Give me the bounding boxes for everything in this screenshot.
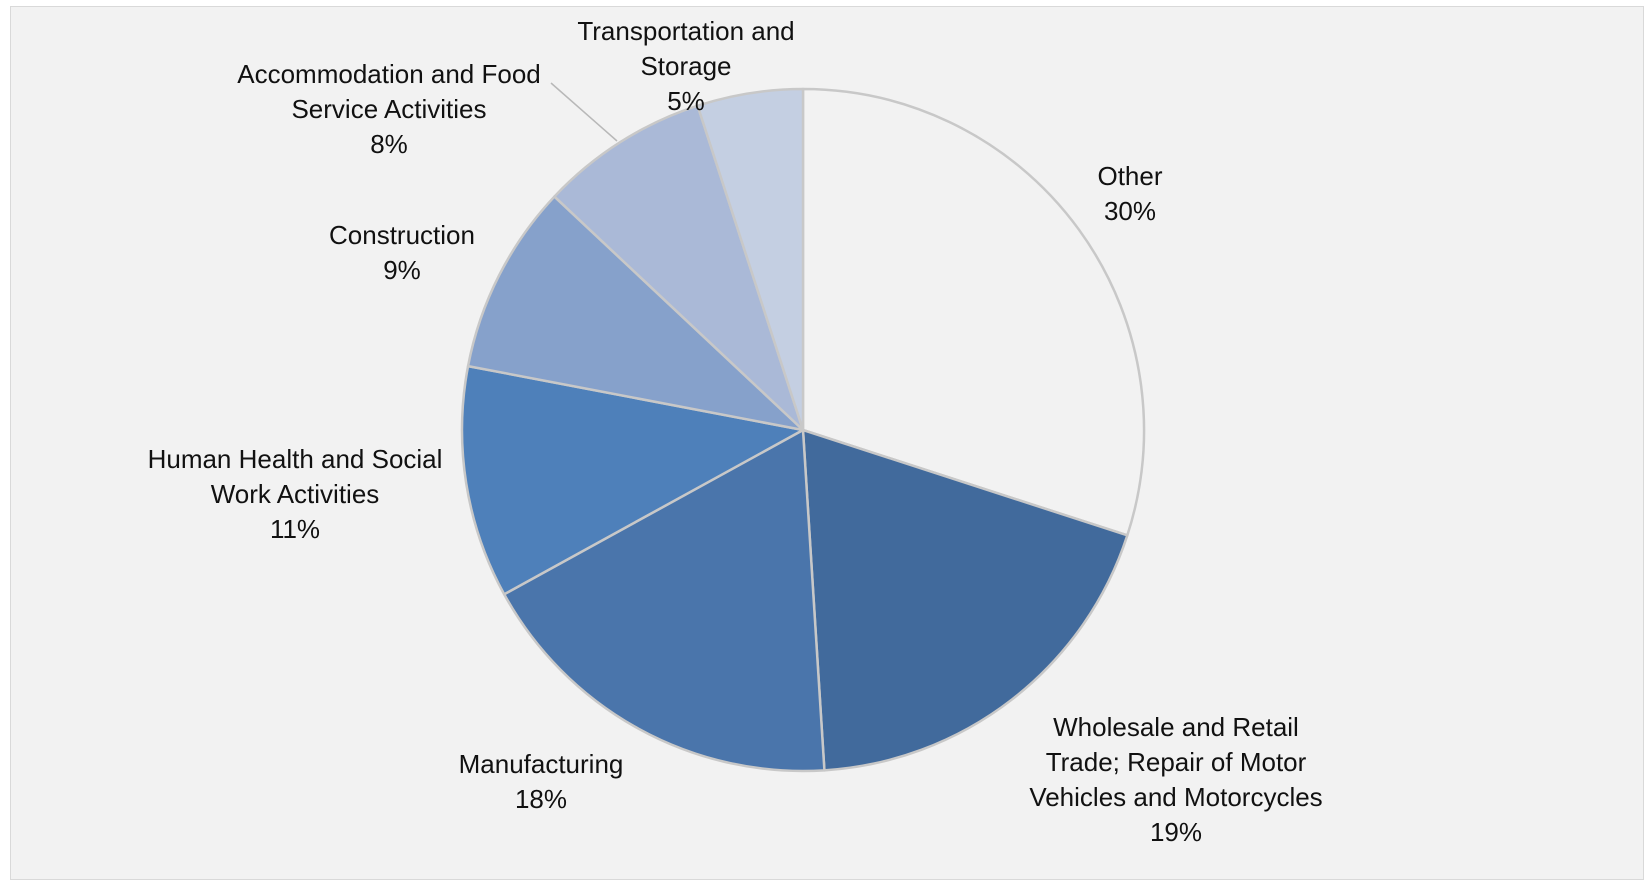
- slice-label: Wholesale and Retail Trade; Repair of Mot…: [1029, 712, 1322, 847]
- slice-name-label: Trade; Repair of Motor: [1046, 747, 1307, 777]
- slice-percent-label: 11%: [270, 514, 320, 544]
- slice-label: Construction 9%: [329, 220, 475, 285]
- slice-name-label: Other: [1097, 161, 1162, 191]
- slice-name-label: Transportation and: [577, 16, 794, 46]
- slice-percent-label: 8%: [370, 129, 408, 159]
- pie-slice: [801, 87, 1146, 537]
- pie-slice: [502, 428, 826, 773]
- slice-name-label: Accommodation and Food: [237, 59, 541, 89]
- chart-area: Other 30% Wholesale and Retail Trade; Repai…: [10, 6, 1644, 880]
- slice-label: Manufacturing 18%: [459, 749, 624, 814]
- leader-line: [550, 82, 618, 142]
- pie-slice: [460, 364, 805, 596]
- slice-label: Other 30%: [1097, 161, 1162, 226]
- slice-label: Transportation and Storage 5%: [577, 16, 794, 116]
- slice-name-label: Service Activities: [291, 94, 486, 124]
- slice-label: Accommodation and Food Service Activities…: [237, 59, 541, 159]
- slice-name-label: Vehicles and Motorcycles: [1029, 782, 1322, 812]
- slice-name-label: Wholesale and Retail: [1053, 712, 1299, 742]
- pie-slice: [553, 104, 805, 432]
- slice-label: Human Health and Social Work Activities 11…: [148, 444, 443, 544]
- slice-name-label: Construction: [329, 220, 475, 250]
- slice-percent-label: 9%: [383, 255, 421, 285]
- slice-percent-label: 30%: [1104, 196, 1156, 226]
- pie-slice: [696, 87, 805, 432]
- slice-percent-label: 5%: [667, 86, 705, 116]
- pie-slice: [466, 195, 805, 432]
- slice-percent-label: 19%: [1150, 817, 1202, 847]
- pie-slice: [801, 428, 1129, 772]
- slice-name-label: Storage: [640, 51, 731, 81]
- slice-name-label: Manufacturing: [459, 749, 624, 779]
- slice-percent-label: 18%: [515, 784, 567, 814]
- slice-name-label: Work Activities: [211, 479, 380, 509]
- pie-chart: Other 30% Wholesale and Retail Trade; Repai…: [148, 16, 1323, 847]
- slice-name-label: Human Health and Social: [148, 444, 443, 474]
